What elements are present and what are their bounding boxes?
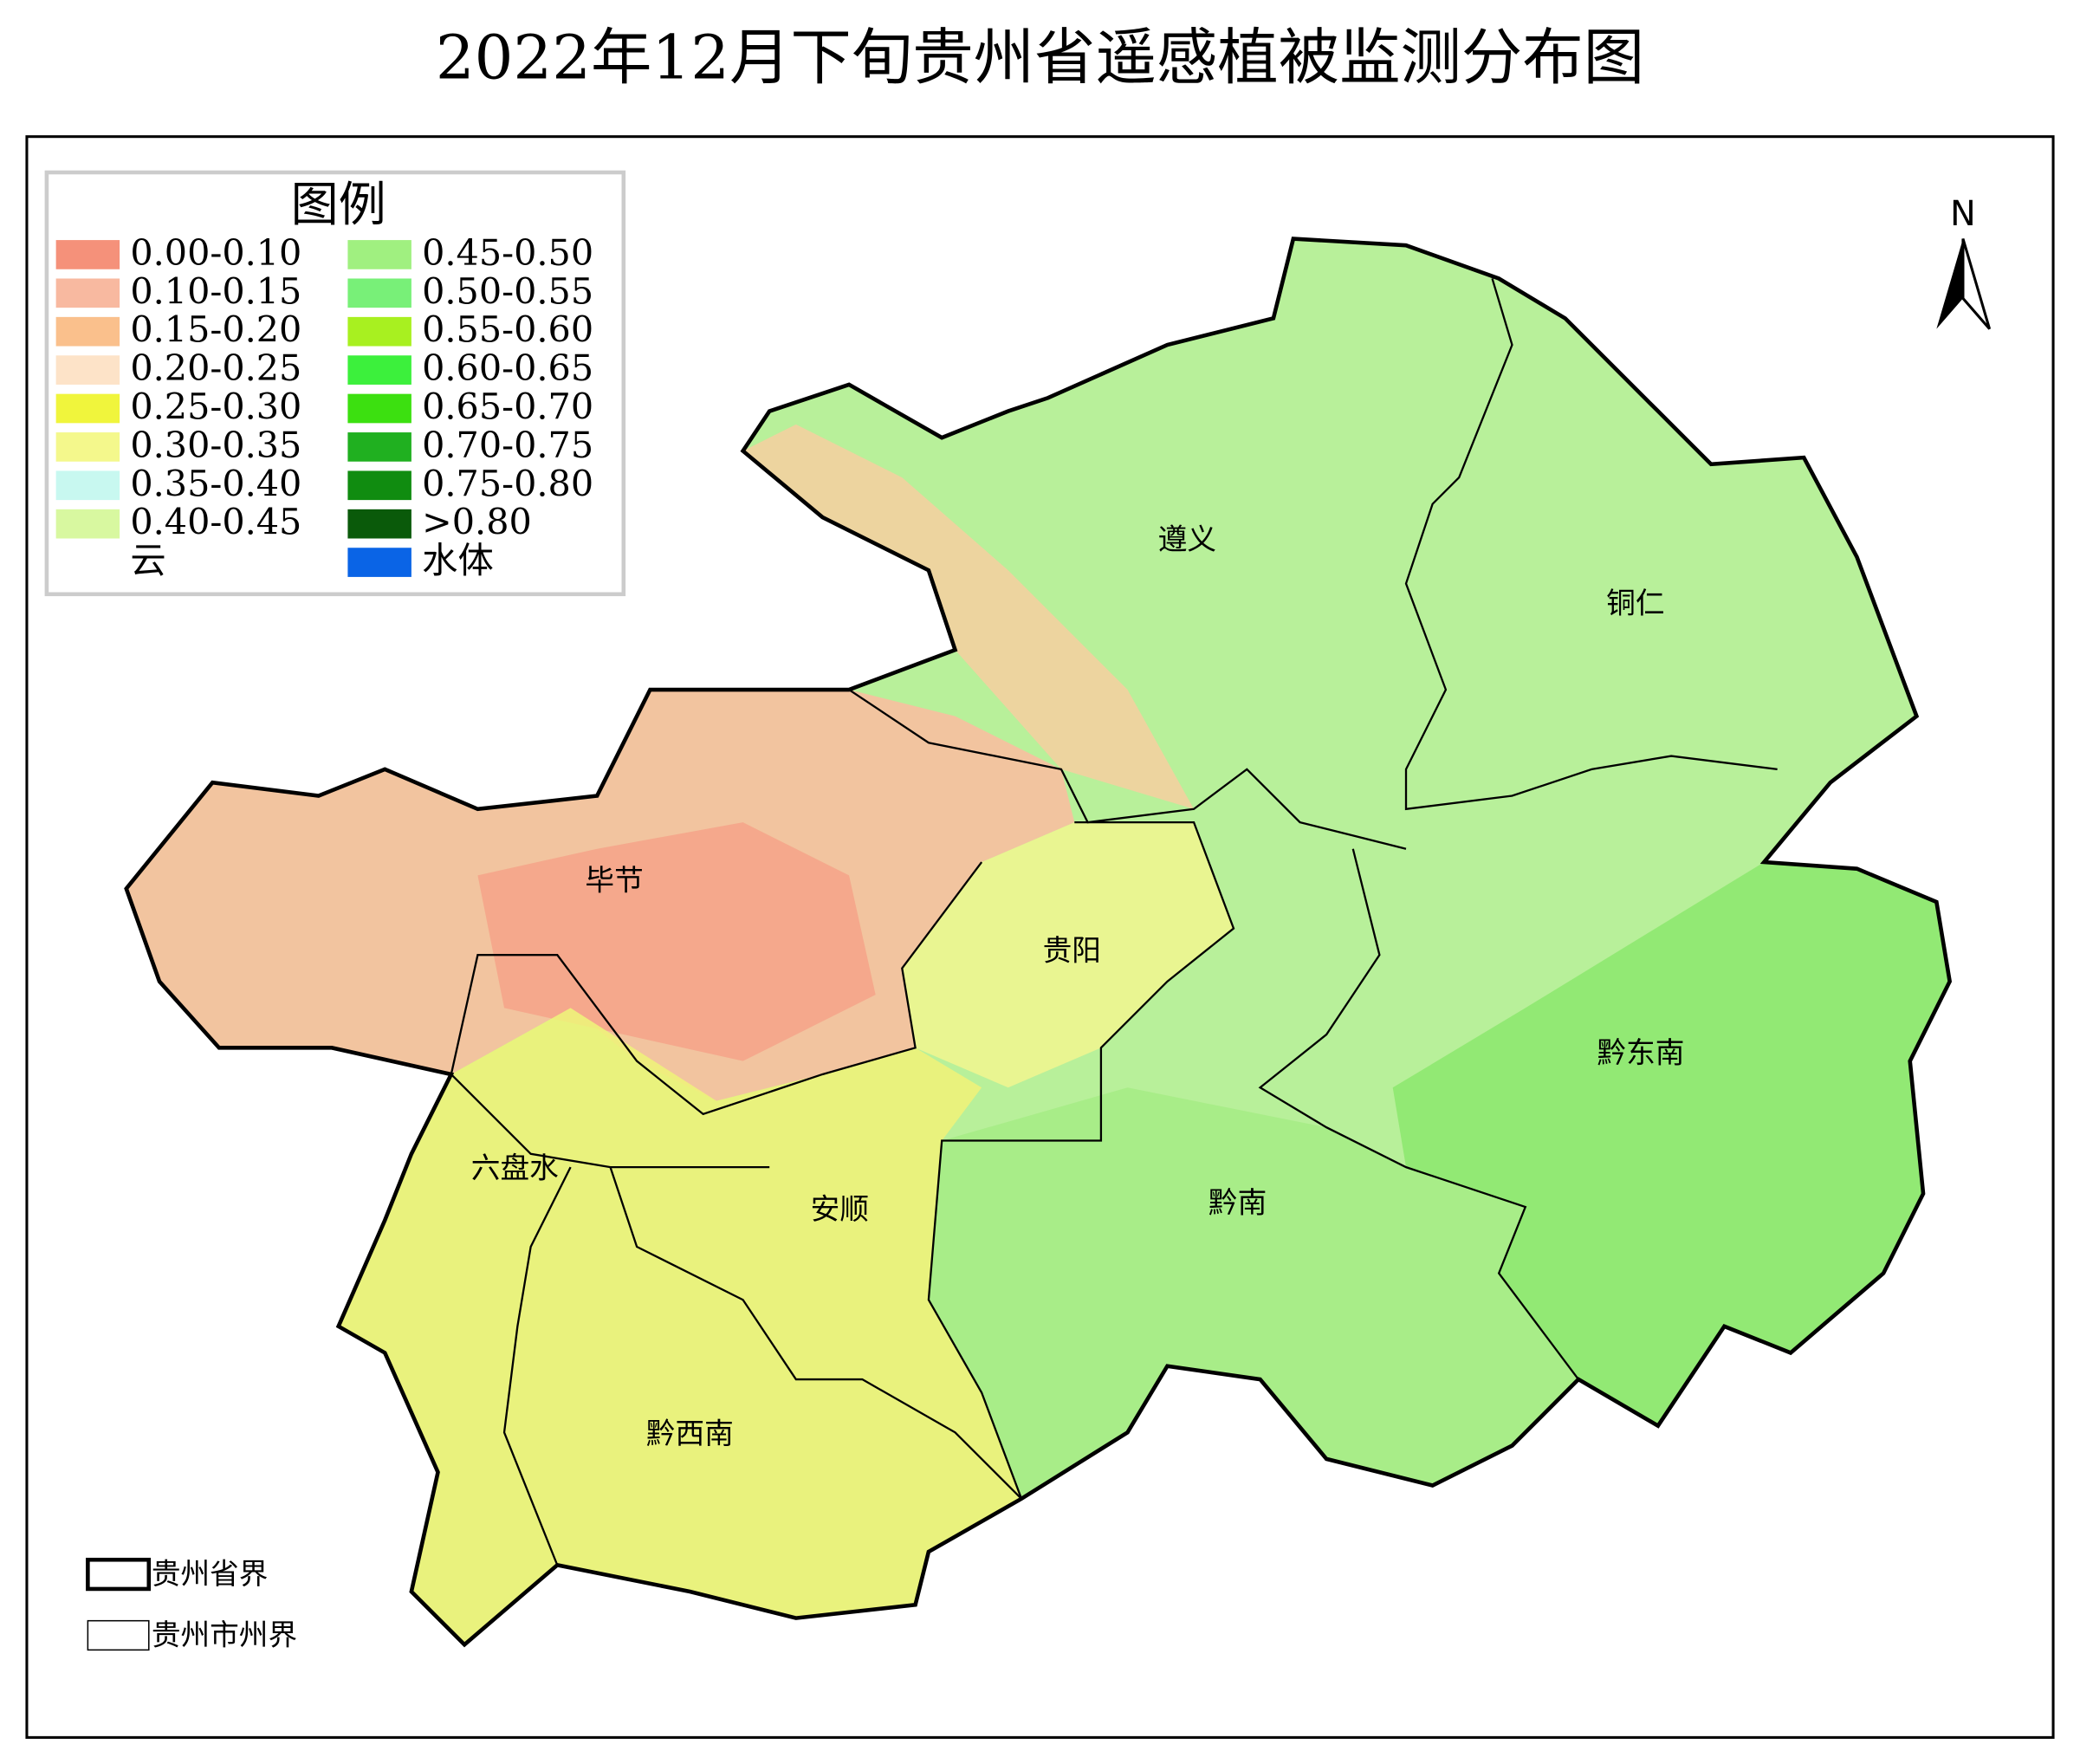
city-boundary — [848, 689, 1407, 850]
region-label: 遵义 — [1158, 522, 1216, 556]
city-boundary-label: 贵州市州界 — [152, 1618, 297, 1652]
legend-title: 图例 — [291, 177, 386, 232]
map-frame — [25, 135, 2055, 1739]
legend-swatch — [55, 548, 120, 577]
region-label: 铜仁 — [1606, 587, 1664, 620]
province-boundary-swatch — [86, 1557, 152, 1592]
vegetation-zone — [1392, 862, 1950, 1426]
legend-label: 云 — [130, 540, 165, 581]
legend-label: 0.40-0.45 — [130, 502, 301, 543]
city-boundary-swatch — [87, 1619, 150, 1651]
legend-label: 水体 — [422, 540, 494, 581]
legend-label: 0.10-0.15 — [130, 270, 301, 312]
vegetation-zone — [742, 424, 1195, 809]
region-label: 毕节 — [585, 863, 643, 897]
city-boundary — [609, 1166, 1022, 1500]
legend-swatch — [347, 278, 411, 308]
vegetation-zone — [338, 1008, 1022, 1645]
legend-label: 0.55-0.60 — [422, 309, 593, 351]
city-boundary — [450, 861, 983, 1116]
north-arrow-right — [1961, 238, 1992, 330]
north-arrow-left — [1936, 238, 1963, 329]
legend-label: 0.65-0.70 — [422, 386, 593, 428]
north-label: N — [1950, 194, 1976, 234]
vegetation-zone — [902, 822, 1234, 1088]
legend-swatch — [347, 470, 411, 501]
legend: 0.00-0.100.10-0.150.15-0.200.20-0.250.25… — [55, 232, 593, 581]
legend-swatch — [55, 316, 120, 347]
legend-swatch — [55, 355, 120, 385]
legend-swatch — [347, 240, 411, 269]
legend-label: 0.60-0.65 — [422, 347, 593, 389]
legend-swatch — [55, 470, 120, 501]
legend-label: 0.00-0.10 — [130, 232, 301, 274]
region-label: 贵阳 — [1043, 934, 1101, 968]
legend-label: >0.80 — [422, 502, 532, 543]
province-boundary-label: 贵州省界 — [152, 1557, 269, 1591]
region-label: 黔东南 — [1597, 1036, 1684, 1070]
region-label: 安顺 — [811, 1192, 869, 1226]
city-boundary — [1404, 278, 1778, 811]
legend-label: 0.75-0.80 — [422, 463, 593, 504]
legend-swatch — [55, 393, 120, 424]
legend-box — [44, 170, 626, 597]
legend-label: 0.70-0.75 — [422, 425, 593, 466]
region-label: 黔西南 — [646, 1417, 734, 1450]
legend-swatch — [55, 509, 120, 539]
city-boundary — [502, 1166, 572, 1566]
vegetation-zone — [477, 822, 876, 1061]
vegetation-zone — [928, 1087, 1579, 1499]
map-title: 2022年12月下旬贵州省遥感植被监测分布图 — [436, 22, 1644, 93]
legend-label: 0.20-0.25 — [130, 347, 301, 389]
legend-swatch — [347, 509, 411, 539]
legend-swatch — [347, 548, 411, 577]
legend-label: 0.30-0.35 — [130, 425, 301, 466]
legend-label: 0.15-0.20 — [130, 309, 301, 351]
legend-swatch — [55, 240, 120, 269]
legend-swatch — [347, 393, 411, 424]
region-label: 黔南 — [1208, 1185, 1267, 1219]
city-boundary — [450, 1073, 770, 1169]
region-label: 六盘水 — [471, 1151, 559, 1185]
city-boundary — [927, 820, 1235, 1500]
legend-swatch — [347, 432, 411, 462]
legend-label: 0.45-0.50 — [422, 232, 593, 274]
legend-swatch — [55, 432, 120, 462]
legend-swatch — [55, 278, 120, 308]
legend-swatch — [347, 316, 411, 347]
legend-label: 0.25-0.30 — [130, 386, 301, 428]
province-boundary — [124, 237, 1953, 1648]
legend-label: 0.35-0.40 — [130, 463, 301, 504]
legend-label: 0.50-0.55 — [422, 270, 593, 312]
city-boundary — [1258, 848, 1579, 1380]
legend-swatch — [347, 355, 411, 385]
